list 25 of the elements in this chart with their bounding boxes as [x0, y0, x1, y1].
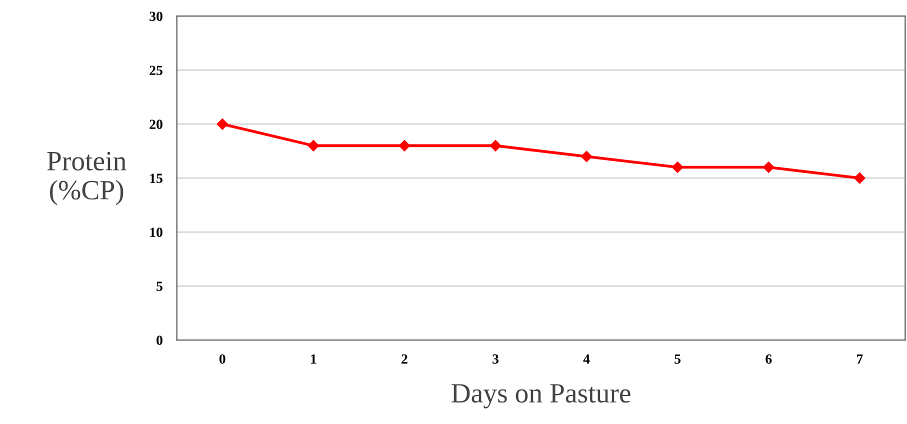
point	[216, 118, 228, 130]
x-axis-title: Days on Pasture	[452, 384, 630, 408]
point	[490, 140, 502, 152]
x-tick-label: 2	[402, 354, 408, 364]
point	[763, 162, 774, 173]
x-tick-label: 5	[674, 354, 681, 364]
x-tick-label: 4	[583, 354, 590, 364]
point	[308, 140, 320, 152]
y-tick-label: 0	[156, 336, 162, 346]
x-tick-label: 1	[311, 354, 316, 364]
x-tick-label: 0	[219, 354, 226, 364]
point	[854, 172, 866, 184]
point	[580, 150, 592, 162]
y-axis-title: Protein (%CP)	[47, 152, 126, 206]
x-tick-label: 7	[856, 354, 863, 364]
y-tick-label: 30	[150, 12, 162, 22]
point	[672, 162, 684, 173]
y-tick-label: 15	[150, 174, 162, 184]
y-tick-label: 25	[150, 66, 162, 76]
y-tick-label: 10	[150, 228, 162, 238]
x-tick-label: 6	[766, 354, 772, 364]
x-tick-label: 3	[492, 354, 498, 364]
point	[398, 140, 410, 152]
y-tick-label: 5	[156, 282, 162, 292]
y-tick-label: 20	[150, 120, 162, 130]
